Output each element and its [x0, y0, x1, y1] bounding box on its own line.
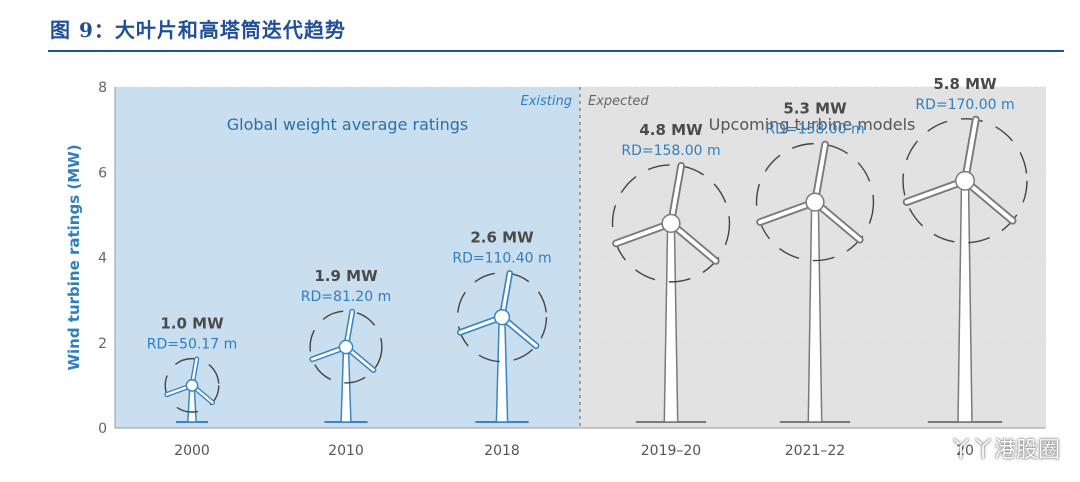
- expected-title: Upcoming turbine models: [709, 115, 916, 134]
- rd-label: RD=50.17 m: [147, 337, 237, 353]
- value-label: 5.8 MW: [933, 75, 997, 93]
- watermark: 丫丫港股圈: [949, 438, 1060, 463]
- title-rule: [48, 50, 1064, 52]
- turbine-hub: [185, 378, 199, 392]
- turbine-0: [164, 356, 220, 423]
- rd-label: RD=158.00 m: [621, 143, 720, 159]
- turbine-hub: [805, 192, 825, 212]
- turbine-1: [309, 308, 383, 423]
- existing-title: Global weight average ratings: [227, 115, 468, 134]
- turbine-blade-inner: [962, 178, 1015, 223]
- value-label: 1.9 MW: [314, 267, 378, 285]
- y-tick-label: 2: [98, 336, 107, 352]
- turbine-blade-inner: [758, 200, 817, 225]
- rd-label: RD=110.40 m: [452, 251, 551, 267]
- turbine-blade-inner: [614, 221, 673, 246]
- x-tick-label: 2000: [174, 443, 210, 459]
- turbine-hub: [338, 339, 354, 355]
- rd-label: RD=158.00 m: [765, 122, 864, 138]
- rotor-sweep: [611, 164, 731, 283]
- existing-label: Existing: [521, 94, 573, 109]
- rotor-sweep: [164, 357, 220, 413]
- value-label: 5.3 MW: [783, 100, 847, 118]
- value-label: 2.6 MW: [470, 229, 534, 247]
- rotor-sweep: [755, 142, 875, 262]
- expected-label: Expected: [588, 94, 649, 109]
- turbine-hub: [955, 170, 975, 191]
- turbine-blade-inner: [669, 163, 684, 226]
- rotor-sweep: [309, 310, 383, 384]
- x-tick-label: 2021–22: [785, 443, 845, 459]
- turbine-tower: [340, 346, 352, 423]
- y-tick-label: 6: [98, 165, 107, 181]
- value-label: 4.8 MW: [639, 121, 703, 139]
- rd-label: RD=81.20 m: [301, 289, 391, 305]
- value-label: 1.0 MW: [160, 315, 224, 333]
- y-axis-label: Wind turbine ratings (MW): [65, 144, 83, 370]
- turbine-2: [456, 270, 548, 423]
- turbine-5: [902, 115, 1028, 423]
- turbine-blade-inner: [813, 142, 828, 205]
- y-tick-label: 8: [98, 80, 107, 96]
- x-tick-label: 2019–20: [641, 443, 701, 459]
- rotor-sweep: [902, 118, 1028, 244]
- turbine-blade-inner: [904, 178, 968, 205]
- y-tick-label: 0: [98, 421, 107, 437]
- turbine-hub: [661, 213, 681, 233]
- turbine-tower: [495, 316, 509, 423]
- x-tick-label: 2010: [328, 443, 364, 459]
- turbine-blade-inner: [813, 200, 862, 242]
- turbine-4: [755, 140, 875, 423]
- x-tick-label: 2018: [484, 443, 520, 459]
- turbine-blade-inner: [962, 117, 978, 183]
- figure-title: 图 9：大叶片和高塔筒迭代趋势: [50, 18, 346, 42]
- y-tick-label: 4: [98, 251, 107, 267]
- rotor-sweep: [456, 272, 548, 363]
- turbine-hub: [493, 308, 511, 326]
- rd-label: RD=170.00 m: [915, 97, 1014, 113]
- turbine-3: [611, 161, 731, 423]
- x-tick-label: 20: [956, 443, 974, 459]
- turbine-blade-inner: [669, 221, 718, 263]
